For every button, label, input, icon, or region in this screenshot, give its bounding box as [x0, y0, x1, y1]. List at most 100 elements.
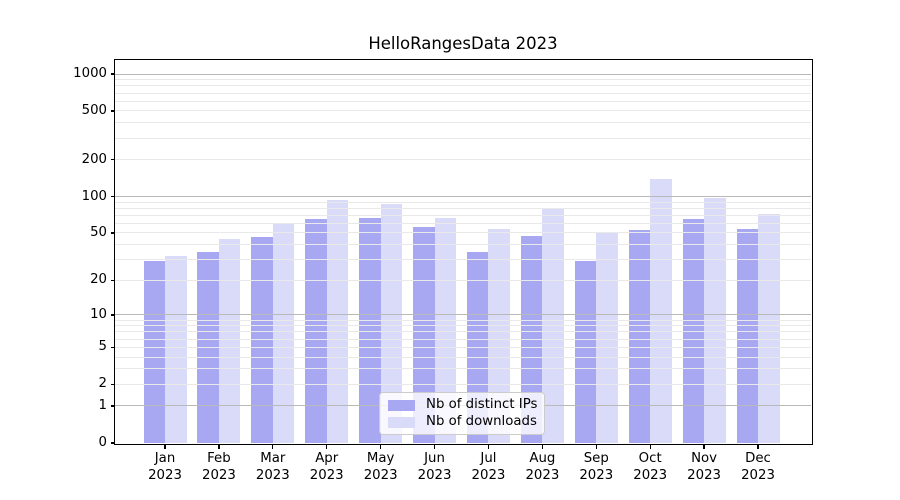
y-axis-tick-label: 100	[81, 188, 107, 204]
minor-gridline	[115, 232, 811, 234]
x-tick-mark	[164, 444, 166, 449]
month-label: Jul	[480, 451, 497, 466]
x-axis-tick-label: Oct 2023	[610, 451, 690, 484]
minor-gridline	[115, 92, 811, 94]
year-label: 2023	[471, 467, 506, 483]
y-tick-mark	[110, 314, 115, 316]
minor-gridline	[115, 110, 811, 112]
x-tick-mark	[703, 444, 705, 449]
plot-area	[115, 60, 811, 443]
month-label: Apr	[315, 451, 339, 466]
minor-gridline	[115, 85, 811, 87]
x-axis-tick-label: Mar 2023	[233, 451, 313, 484]
bar-distinct-ips-apr	[305, 219, 327, 443]
bar-distinct-ips-mar	[251, 237, 273, 443]
bar-downloads-jun	[434, 217, 457, 443]
bar-downloads-may	[380, 203, 403, 443]
y-tick-mark	[110, 383, 115, 385]
month-label: Sep	[583, 451, 609, 466]
year-label: 2023	[201, 467, 236, 483]
minor-gridline	[115, 346, 811, 348]
month-label: Jun	[424, 451, 445, 466]
x-tick-mark	[487, 444, 490, 449]
minor-gridline	[115, 279, 811, 281]
month-label: Feb	[207, 451, 231, 466]
minor-gridline	[115, 79, 811, 81]
minor-gridline	[115, 222, 811, 224]
legend-swatch-downloads	[388, 416, 415, 428]
bar-distinct-ips-sep	[574, 261, 597, 443]
minor-gridline	[115, 356, 811, 358]
legend: Nb of distinct IPs Nb of downloads	[379, 392, 545, 435]
y-tick-mark	[110, 110, 115, 112]
x-axis-tick-label: Aug 2023	[502, 451, 582, 484]
minor-gridline	[115, 325, 811, 327]
legend-item-distinct-ips: Nb of distinct IPs	[388, 397, 537, 413]
minor-gridline	[115, 201, 811, 203]
y-tick-mark	[110, 442, 115, 444]
x-tick-mark	[379, 444, 382, 449]
y-tick-mark	[110, 346, 115, 348]
bar-distinct-ips-jun	[413, 227, 435, 443]
bar-downloads-dec	[758, 213, 780, 443]
year-label: 2023	[579, 467, 614, 483]
year-label: 2023	[633, 467, 668, 483]
bar-downloads-jul	[488, 228, 510, 443]
year-label: 2023	[148, 467, 182, 483]
bar-downloads-sep	[596, 233, 618, 443]
minor-gridline	[115, 100, 811, 102]
x-axis-tick-label: Feb 2023	[179, 451, 259, 484]
minor-gridline	[115, 259, 811, 261]
minor-gridline	[115, 122, 811, 124]
bar-downloads-feb	[218, 238, 241, 443]
bar-distinct-ips-may	[359, 217, 381, 443]
y-axis-tick-label: 2	[98, 376, 107, 392]
minor-gridline	[115, 159, 811, 161]
x-axis-tick-label: May 2023	[341, 451, 421, 484]
month-label: Nov	[691, 451, 718, 466]
year-label: 2023	[417, 467, 452, 483]
x-tick-mark	[272, 444, 274, 449]
minor-gridline	[115, 244, 811, 246]
y-tick-mark	[110, 159, 115, 161]
month-label: Aug	[529, 451, 556, 466]
legend-label-downloads: Nb of downloads	[426, 414, 537, 429]
bar-downloads-oct	[650, 178, 672, 443]
major-gridline	[115, 73, 811, 75]
y-axis-tick-label: 10	[90, 306, 107, 322]
minor-gridline	[115, 338, 811, 340]
x-tick-mark	[757, 444, 759, 449]
minor-gridline	[115, 319, 811, 321]
month-label: Oct	[638, 451, 662, 466]
bar-distinct-ips-aug	[520, 236, 543, 443]
y-tick-mark	[110, 405, 115, 407]
x-tick-mark	[541, 444, 543, 449]
year-label: 2023	[687, 467, 721, 483]
minor-gridline	[115, 207, 811, 209]
year-label: 2023	[363, 467, 398, 483]
month-label: May	[366, 451, 395, 466]
x-axis-tick-label: Sep 2023	[556, 451, 636, 484]
x-axis-tick-label: Nov 2023	[664, 451, 744, 484]
x-tick-mark	[218, 444, 220, 449]
x-axis-tick-label: Apr 2023	[287, 451, 367, 484]
y-axis-tick-label: 1	[98, 397, 107, 413]
major-gridline	[115, 196, 811, 197]
x-axis-tick-label: Jun 2023	[395, 451, 475, 484]
minor-gridline	[115, 383, 811, 385]
x-tick-mark	[595, 444, 597, 449]
y-tick-mark	[110, 232, 115, 234]
y-tick-mark	[110, 195, 115, 198]
y-tick-mark	[110, 279, 115, 282]
bar-downloads-jan	[165, 256, 187, 443]
x-tick-mark	[326, 444, 328, 449]
x-axis-tick-label: Dec 2023	[718, 451, 798, 484]
minor-gridline	[115, 368, 811, 370]
month-label: Jan	[154, 451, 176, 466]
bar-downloads-apr	[326, 200, 349, 443]
bar-distinct-ips-jan	[143, 261, 165, 443]
bar-distinct-ips-dec	[736, 228, 758, 443]
y-axis-tick-label: 1000	[73, 66, 107, 81]
year-label: 2023	[525, 467, 560, 483]
x-tick-mark	[433, 444, 436, 449]
